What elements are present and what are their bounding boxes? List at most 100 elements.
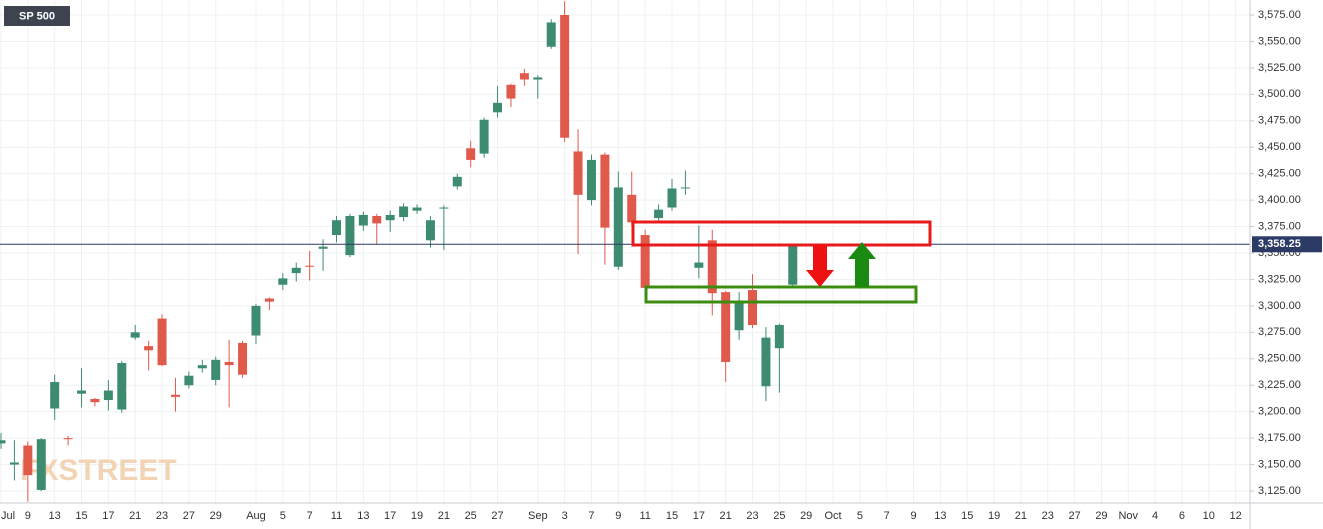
candle-body [345, 215, 355, 256]
x-tick-label: 21 [129, 510, 141, 522]
x-tick-label: Aug [246, 510, 266, 522]
x-tick-label: 21 [1015, 510, 1027, 522]
candle-body [211, 359, 221, 380]
x-tick-label: Jul [1, 510, 15, 522]
x-tick-label: 27 [183, 510, 195, 522]
last-price-label: 3,358.25 [1258, 238, 1301, 250]
support-box [644, 285, 918, 304]
candle-body [479, 119, 489, 154]
candle-body [788, 244, 798, 285]
x-tick-label: Sep [528, 510, 548, 522]
x-tick-label: 4 [1152, 510, 1158, 522]
x-tick-label: 19 [411, 510, 423, 522]
x-tick-label: 17 [384, 510, 396, 522]
candle-body [157, 318, 167, 366]
x-tick-label: 13 [357, 510, 369, 522]
down-arrow [806, 245, 834, 287]
candle-body [560, 14, 570, 138]
candle-body [197, 365, 207, 369]
y-tick-label: 3,550.00 [1258, 35, 1301, 47]
x-tick-label: 27 [1068, 510, 1080, 522]
x-tick-label: 11 [331, 510, 342, 522]
candle-body [493, 102, 503, 113]
candle-body [50, 382, 60, 409]
x-tick-label: Nov [1118, 510, 1138, 522]
y-tick-label: 3,200.00 [1258, 406, 1301, 418]
candle-body [452, 176, 462, 187]
candle-body [425, 220, 435, 241]
x-tick-label: 7 [884, 510, 890, 522]
candle-body [506, 84, 516, 99]
y-tick-label: 3,275.00 [1258, 326, 1301, 338]
candle-body [184, 375, 194, 386]
x-tick-label: 17 [102, 510, 114, 522]
title-box [4, 6, 70, 26]
x-tick-label: 23 [746, 510, 758, 522]
candle-body [224, 361, 234, 366]
candle-body [278, 278, 288, 285]
candle-body [399, 206, 409, 218]
x-tick-label: 27 [491, 510, 503, 522]
x-tick-label: 21 [720, 510, 732, 522]
candle-body [251, 305, 261, 336]
x-tick-label: 15 [75, 510, 87, 522]
x-tick-label: 11 [639, 510, 650, 522]
y-tick-label: 3,475.00 [1258, 115, 1301, 127]
candle-body [264, 298, 274, 302]
x-tick-label: 7 [307, 510, 313, 522]
candle-body [77, 390, 87, 394]
x-tick-label: 15 [961, 510, 973, 522]
x-tick-label: 9 [910, 510, 916, 522]
grid [0, 0, 1250, 503]
x-tick-label: 5 [857, 510, 863, 522]
candle-body [385, 214, 395, 221]
y-tick-label: 3,525.00 [1258, 62, 1301, 74]
x-tick-label: 15 [666, 510, 678, 522]
candle-body [466, 148, 476, 160]
candle-body [305, 265, 315, 267]
candle-body [748, 290, 758, 325]
x-tick-label: 25 [465, 510, 477, 522]
candle-body [627, 194, 637, 223]
y-tick-label: 3,575.00 [1258, 9, 1301, 21]
candle-body [600, 154, 610, 228]
candle-body [63, 438, 73, 440]
candle-body [654, 209, 664, 219]
x-tick-label: 5 [280, 510, 286, 522]
y-tick-label: 3,450.00 [1258, 141, 1301, 153]
candle-body [238, 342, 248, 375]
candle-body [117, 363, 127, 410]
x-tick-label: Oct [824, 510, 841, 522]
candle-body [0, 440, 6, 444]
candle-body [412, 207, 422, 211]
candle-body [721, 292, 731, 362]
candle-body [358, 214, 368, 226]
x-tick-label: 9 [615, 510, 621, 522]
candle-body [546, 22, 556, 47]
x-tick-label: 13 [49, 510, 61, 522]
x-tick-label: 19 [988, 510, 1000, 522]
candle-body [170, 394, 180, 397]
y-tick-label: 3,125.00 [1258, 485, 1301, 497]
candle-body [332, 220, 341, 236]
up-arrow [848, 242, 876, 287]
candle-body [36, 439, 46, 490]
candle-body [130, 332, 140, 338]
candle-body [291, 267, 301, 274]
x-tick-label: 21 [438, 510, 450, 522]
candle-body [9, 462, 19, 465]
y-tick-label: 3,375.00 [1258, 220, 1301, 232]
y-tick-label: 3,425.00 [1258, 168, 1301, 180]
candle-body [533, 77, 543, 80]
x-tick-label: 25 [773, 510, 785, 522]
candle-body [680, 187, 690, 189]
candles [0, 1, 1250, 502]
candle-body [519, 73, 529, 80]
candle-body [372, 215, 382, 224]
x-tick-label: 9 [25, 510, 31, 522]
chart-title: SP 500 [19, 10, 55, 22]
y-tick-label: 3,225.00 [1258, 379, 1301, 391]
x-tick-label: 7 [588, 510, 594, 522]
